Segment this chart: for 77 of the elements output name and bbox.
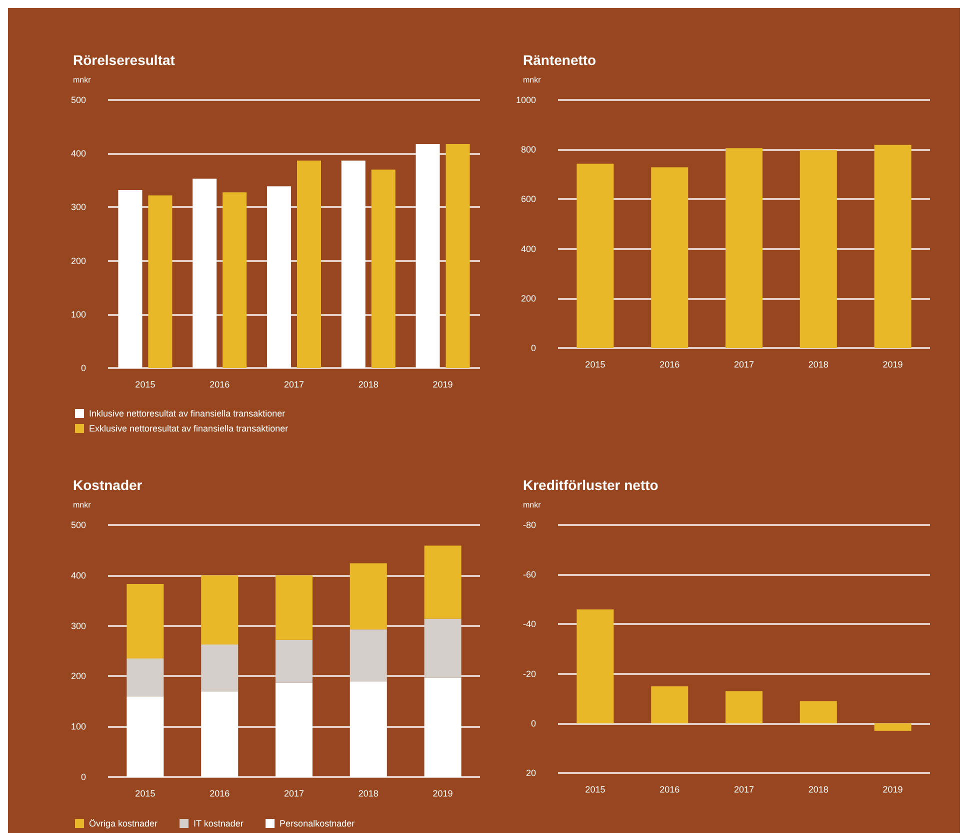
- y-axis-title: mnkr: [523, 76, 542, 84]
- x-tick-label: 2015: [135, 788, 156, 798]
- y-tick-label: -40: [522, 619, 536, 630]
- y-axis-title: mnkr: [523, 500, 542, 510]
- bar: [276, 575, 312, 640]
- x-tick-label: 2015: [585, 784, 606, 794]
- x-tick-label: 2017: [284, 380, 304, 390]
- y-tick-label: 0: [530, 343, 536, 353]
- y-tick-label: 0: [80, 363, 86, 373]
- y-tick-label: 1000: [516, 95, 536, 105]
- x-tick-label: 2019: [882, 784, 903, 794]
- bar: [201, 575, 238, 644]
- bar: [350, 629, 387, 682]
- bar: [800, 150, 837, 348]
- y-tick-label: 200: [520, 293, 536, 304]
- x-tick-label: 2018: [808, 360, 828, 370]
- bar: [126, 584, 164, 659]
- bar: [874, 144, 912, 348]
- x-tick-label: 2017: [734, 784, 754, 794]
- x-tick-label: 2018: [808, 784, 828, 794]
- x-tick-label: 2015: [585, 360, 606, 370]
- y-tick-label: -20: [522, 668, 536, 679]
- x-tick-label: 2019: [882, 360, 903, 370]
- x-tick-label: 2018: [358, 380, 378, 390]
- y-tick-label: 300: [70, 620, 86, 631]
- y-tick-label: 20: [526, 768, 536, 778]
- y-tick-label: 400: [70, 570, 86, 580]
- y-tick-label: 500: [70, 95, 86, 105]
- bar: [651, 167, 688, 348]
- chart-title: Kreditförluster netto: [523, 477, 658, 493]
- y-tick-label: 0: [80, 772, 86, 782]
- x-tick-label: 2018: [358, 788, 378, 798]
- y-tick-label: 800: [520, 144, 536, 155]
- y-tick-label: 0: [530, 718, 536, 728]
- bar: [148, 195, 172, 368]
- chart-title: Kostnader: [73, 477, 143, 493]
- y-tick-label: -80: [522, 520, 536, 530]
- x-tick-label: 2016: [210, 788, 230, 798]
- bar: [297, 160, 321, 368]
- y-axis-title: mnkr: [73, 500, 92, 510]
- y-tick-label: 200: [70, 256, 86, 266]
- x-tick-label: 2019: [432, 380, 453, 390]
- legend-label: Exklusive nettoresultat av finansiella transaktioner: [89, 424, 288, 434]
- bar: [276, 640, 312, 683]
- x-tick-label: 2016: [660, 360, 680, 370]
- bar: [222, 192, 247, 368]
- x-tick-label: 2019: [432, 788, 453, 798]
- bar: [576, 164, 614, 348]
- x-tick-label: 2016: [660, 784, 680, 794]
- legend-label: Inklusive nettoresultat av finansiella transaktioner: [89, 408, 286, 418]
- y-axis-title: mnkr: [73, 76, 92, 84]
- y-tick-label: 100: [70, 722, 86, 732]
- chart-title: Räntenetto: [523, 52, 596, 68]
- x-tick-label: 2016: [210, 380, 230, 390]
- x-tick-label: 2017: [284, 788, 304, 798]
- bar: [424, 546, 462, 619]
- bar: [446, 144, 470, 368]
- y-tick-label: 100: [70, 309, 86, 320]
- y-tick-label: -60: [522, 570, 536, 580]
- legend-label: Övriga kostnader: [89, 818, 158, 828]
- bar: [424, 618, 462, 678]
- legend-label: Personalkostnader: [280, 818, 355, 828]
- y-tick-label: 400: [520, 244, 536, 254]
- y-tick-label: 200: [70, 671, 86, 682]
- legend-label: IT kostnader: [194, 818, 244, 828]
- bar: [350, 563, 387, 630]
- x-tick-label: 2015: [135, 380, 156, 390]
- chart-title: Rörelseresultat: [73, 52, 176, 68]
- y-tick-label: 500: [70, 520, 86, 530]
- bar: [126, 658, 164, 696]
- bar: [371, 170, 396, 368]
- x-tick-label: 2017: [734, 360, 754, 370]
- y-tick-label: 600: [520, 194, 536, 204]
- y-tick-label: 300: [70, 202, 86, 212]
- y-tick-label: 400: [70, 148, 86, 159]
- bar: [726, 148, 762, 348]
- bar: [201, 644, 238, 692]
